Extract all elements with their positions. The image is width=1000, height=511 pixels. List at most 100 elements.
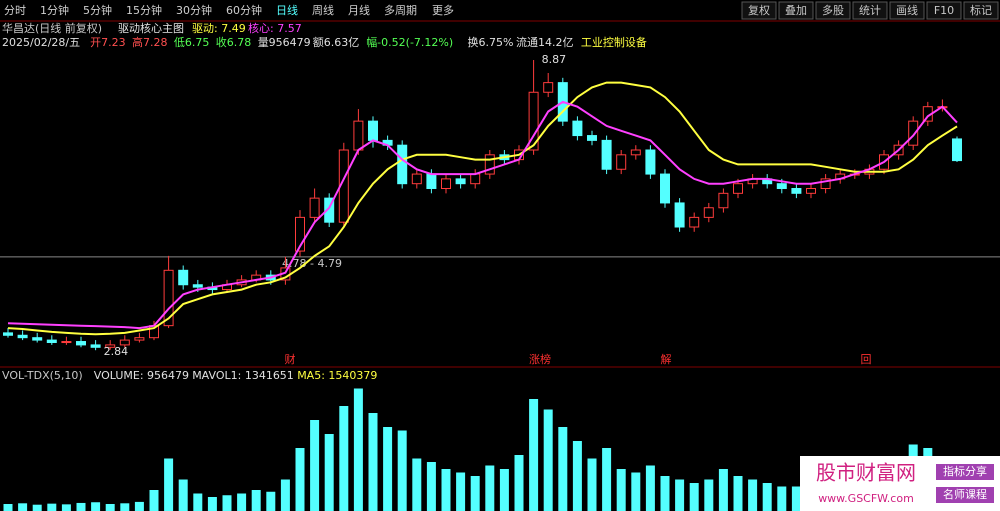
volume-bar [76,502,86,511]
candle-body [105,344,116,348]
volume-bar [3,504,13,511]
period-tab[interactable]: 15分钟 [126,3,162,17]
info-item: 流通14.2亿 [516,35,574,49]
candle-body [791,188,802,194]
tool-button[interactable] [852,1,888,20]
candle-body [295,216,305,252]
tag-bg [936,464,994,480]
volume-bar [470,476,480,511]
tool-label[interactable]: 叠加 [785,4,807,17]
tool-label[interactable]: F10 [934,4,954,17]
volume-bar [383,427,393,511]
candle-body [17,334,28,339]
event-label: 财 [285,352,296,366]
tool-button[interactable] [889,1,925,20]
gap-label: 4.78 - 4.79 [282,257,342,270]
period-tab[interactable]: 周线 [312,3,334,17]
candle-body [601,139,612,170]
volume-bar [368,413,378,511]
candle-body [163,269,174,327]
candle-body [616,154,627,170]
volume-bar [529,399,539,511]
volume-bar [120,503,130,511]
info-item: 换6.75% [468,35,514,49]
candle-body [455,178,466,185]
volume-bar [18,503,28,511]
candle-body [46,339,57,343]
volume-header-item: VOLUME: 956479 [94,369,189,382]
volume-bar [397,430,407,511]
candle-body [776,183,787,190]
volume-bar [134,501,144,511]
period-tab[interactable]: 日线 [276,3,298,17]
volume-bar [105,504,115,511]
candle-body [703,207,714,218]
drive-value: 驱动: 7.49 [192,22,246,35]
candle-body [718,192,729,209]
tag-bg [936,487,994,503]
tool-button[interactable] [815,1,851,20]
tool-label[interactable]: 多股 [822,3,844,17]
tool-button[interactable] [963,1,999,20]
volume-bar [295,448,305,511]
info-item: 额6.63亿 [313,36,360,49]
volume-bar [733,476,743,511]
low-label: 2.84 [104,345,129,358]
tool-label[interactable]: 复权 [748,3,770,17]
tool-button[interactable] [778,1,814,20]
volume-header-item: MAVOL1: 1341651 [192,369,294,382]
tool-label[interactable]: 统计 [859,4,881,17]
period-tab[interactable]: 30分钟 [176,3,212,17]
volume-bar [339,406,349,511]
tool-label[interactable]: 标记 [970,3,992,17]
info-item: 工业控制设备 [581,35,647,49]
volume-bar [514,455,524,511]
period-tab[interactable]: 更多 [432,3,454,17]
candle-body [645,149,656,175]
candle-body [368,120,378,141]
period-tab[interactable]: 月线 [348,3,370,17]
volume-bar [412,458,422,511]
event-label: 涨榜 [529,352,551,366]
period-tab[interactable]: 多周期 [384,3,417,17]
volume-bar [193,493,203,511]
volume-bar [689,483,699,511]
candle-body [426,173,437,190]
candle-body [134,337,145,341]
candle-body [397,144,408,185]
candle-body [528,91,539,151]
volume-bar [791,486,801,511]
watermark-tag: 名师课程 [943,487,987,501]
event-label: 回 [861,353,872,366]
volume-header: VOL-TDX(5,10) VOLUME: 956479 MAVOL1: 13416… [2,369,377,382]
tool-label[interactable]: 画线 [896,3,918,17]
volume-bar [602,448,612,511]
candle-body [470,173,481,185]
period-tab[interactable]: 1分钟 [40,3,69,17]
candle-body [192,284,203,288]
period-tab[interactable]: 60分钟 [226,3,262,17]
watermark-url: www.GSCFW.com [818,492,914,505]
volume-bar [499,469,509,511]
period-tab[interactable]: 分时 [4,4,26,17]
tool-button[interactable] [926,1,962,20]
volume-bar [718,469,728,511]
candle-body [572,120,583,137]
candle-body [411,173,422,185]
indicator-line [7,100,958,330]
volume-header-item: MA5: 1540379 [297,369,377,382]
volume-bar [631,472,641,511]
volume-bar [558,427,568,511]
tool-button[interactable] [741,1,777,20]
volume-bar [310,420,320,511]
indicator-line [7,81,958,336]
volume-bar [456,472,466,511]
candle-body [441,178,451,190]
candle-body [3,332,13,336]
volume-bar [645,465,655,511]
info-item: 低6.75 [174,36,210,49]
period-tab[interactable]: 5分钟 [83,3,112,17]
indicator-name: 驱动核心主图 [118,21,184,35]
core-value: 核心: 7.57 [248,21,302,35]
